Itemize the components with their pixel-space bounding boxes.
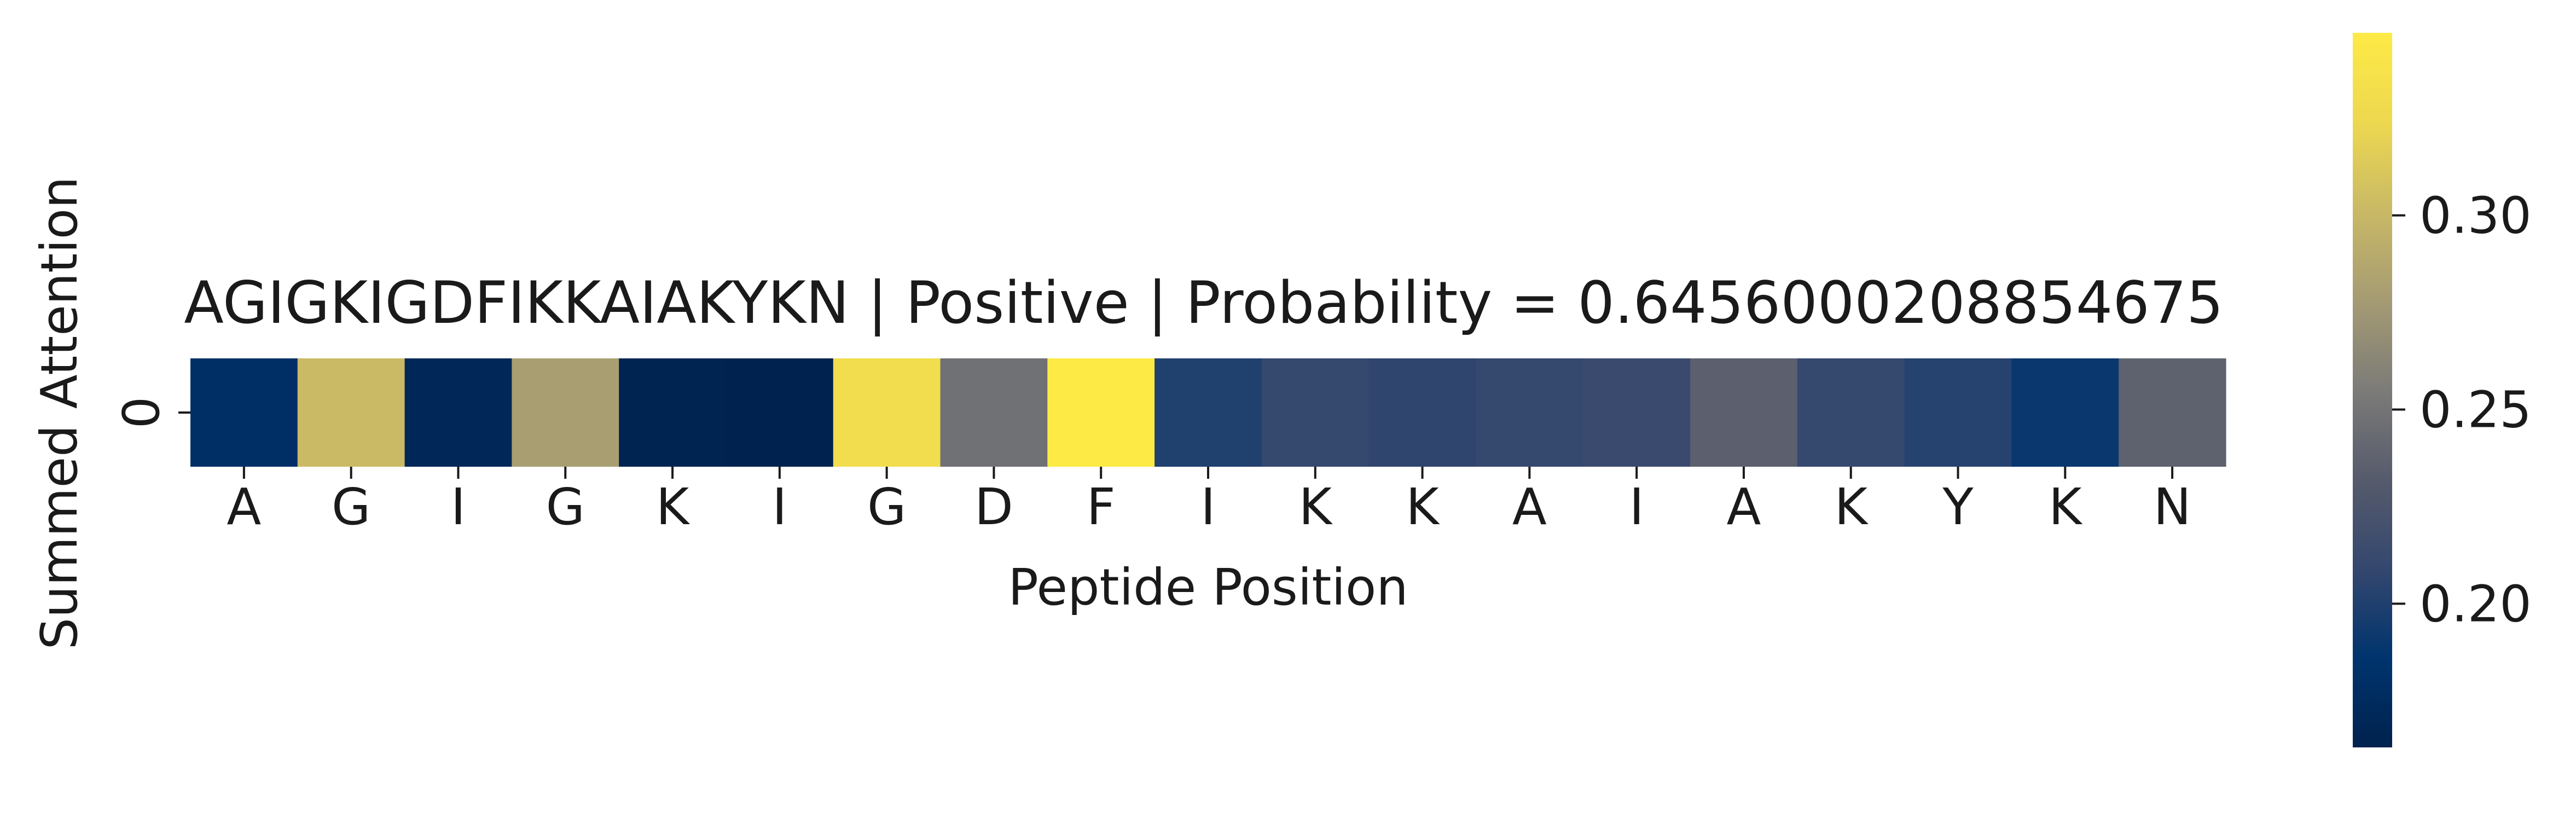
heatmap-cell bbox=[1904, 358, 2012, 467]
y-axis-ticks: 0 bbox=[112, 397, 190, 429]
heatmap-cell bbox=[297, 358, 405, 467]
colorbar-tick-label: 0.30 bbox=[2420, 187, 2532, 245]
x-axis-label: Peptide Position bbox=[1008, 558, 1408, 617]
x-tick-label: F bbox=[1087, 478, 1116, 536]
x-tick-label: G bbox=[546, 478, 585, 536]
x-tick-label: K bbox=[1299, 478, 1333, 536]
heatmap-cell bbox=[404, 358, 512, 467]
heatmap-cell bbox=[1368, 358, 1477, 467]
heatmap-cell bbox=[2119, 358, 2226, 467]
y-axis-label: Summed Attention bbox=[30, 177, 89, 650]
x-tick-label: N bbox=[2154, 478, 2191, 536]
x-tick-label: D bbox=[974, 478, 1013, 536]
x-tick-label: K bbox=[1406, 478, 1440, 536]
colorbar-tick-label: 0.20 bbox=[2420, 575, 2532, 633]
heatmap-cell bbox=[1690, 358, 1798, 467]
x-tick-label: I bbox=[772, 478, 787, 536]
heatmap-cells bbox=[190, 358, 2226, 467]
heatmap-cell bbox=[1047, 358, 1155, 467]
colorbar-gradient bbox=[2353, 33, 2392, 747]
heatmap-cell bbox=[2011, 358, 2119, 467]
x-tick-label: A bbox=[1512, 478, 1547, 536]
x-tick-label: K bbox=[656, 478, 691, 536]
colorbar: 0.20 0.25 0.30 bbox=[2353, 33, 2532, 747]
heatmap-cell bbox=[1797, 358, 1905, 467]
x-tick-label: I bbox=[451, 478, 466, 536]
x-tick-label: A bbox=[1726, 478, 1761, 536]
x-tick-label: G bbox=[867, 478, 906, 536]
y-tick-label: 0 bbox=[112, 397, 171, 429]
heatmap-cell bbox=[833, 358, 941, 467]
x-tick-label: K bbox=[2049, 478, 2083, 536]
colorbar-ticks: 0.20 0.25 0.30 bbox=[2392, 187, 2532, 633]
heatmap-cell bbox=[619, 358, 727, 467]
colorbar-tick-label: 0.25 bbox=[2420, 380, 2532, 439]
heatmap-cell bbox=[940, 358, 1048, 467]
heatmap-cell bbox=[1476, 358, 1583, 467]
heatmap-cell bbox=[726, 358, 834, 467]
heatmap-cell bbox=[1583, 358, 1691, 467]
heatmap-cell bbox=[512, 358, 619, 467]
x-tick-label: G bbox=[332, 478, 370, 536]
x-tick-label: I bbox=[1200, 478, 1215, 536]
heatmap-cell bbox=[190, 358, 298, 467]
x-tick-label: I bbox=[1629, 478, 1644, 536]
x-tick-label: Y bbox=[1942, 478, 1974, 536]
heatmap-cell bbox=[1261, 358, 1370, 467]
heatmap-cell bbox=[1154, 358, 1262, 467]
x-tick-label: A bbox=[227, 478, 261, 536]
x-tick-label: K bbox=[1835, 478, 1869, 536]
chart-title: AGIGKIGDFIKKAIAKYKN | Positive | Probabi… bbox=[184, 269, 2223, 337]
